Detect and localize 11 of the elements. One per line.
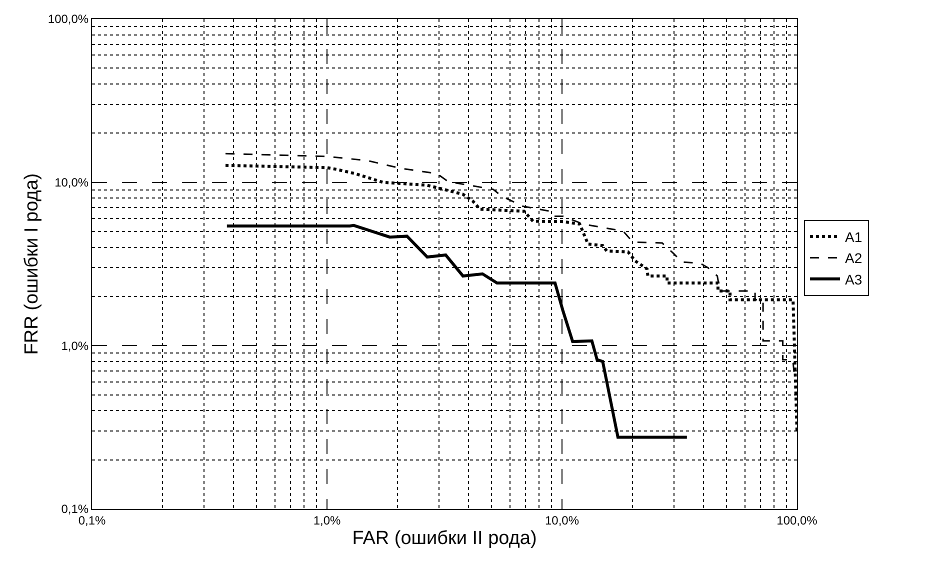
y-tick-label: 10,0% [54,176,89,190]
y-tick-label: 1,0% [61,338,89,353]
legend-label: A2 [845,250,862,266]
y-axis-title: FRR (ошибки I рода) [22,173,43,355]
legend-label: A3 [845,271,862,288]
legend-label: A1 [845,228,862,245]
x-tick-label: 1,0% [313,513,341,528]
y-tick-label: 100,0% [48,12,89,26]
x-tick-label: 10,0% [544,513,580,528]
x-axis-title: FAR (ошибки II рода) [352,528,537,550]
x-tick-label: 100,0% [776,513,818,528]
